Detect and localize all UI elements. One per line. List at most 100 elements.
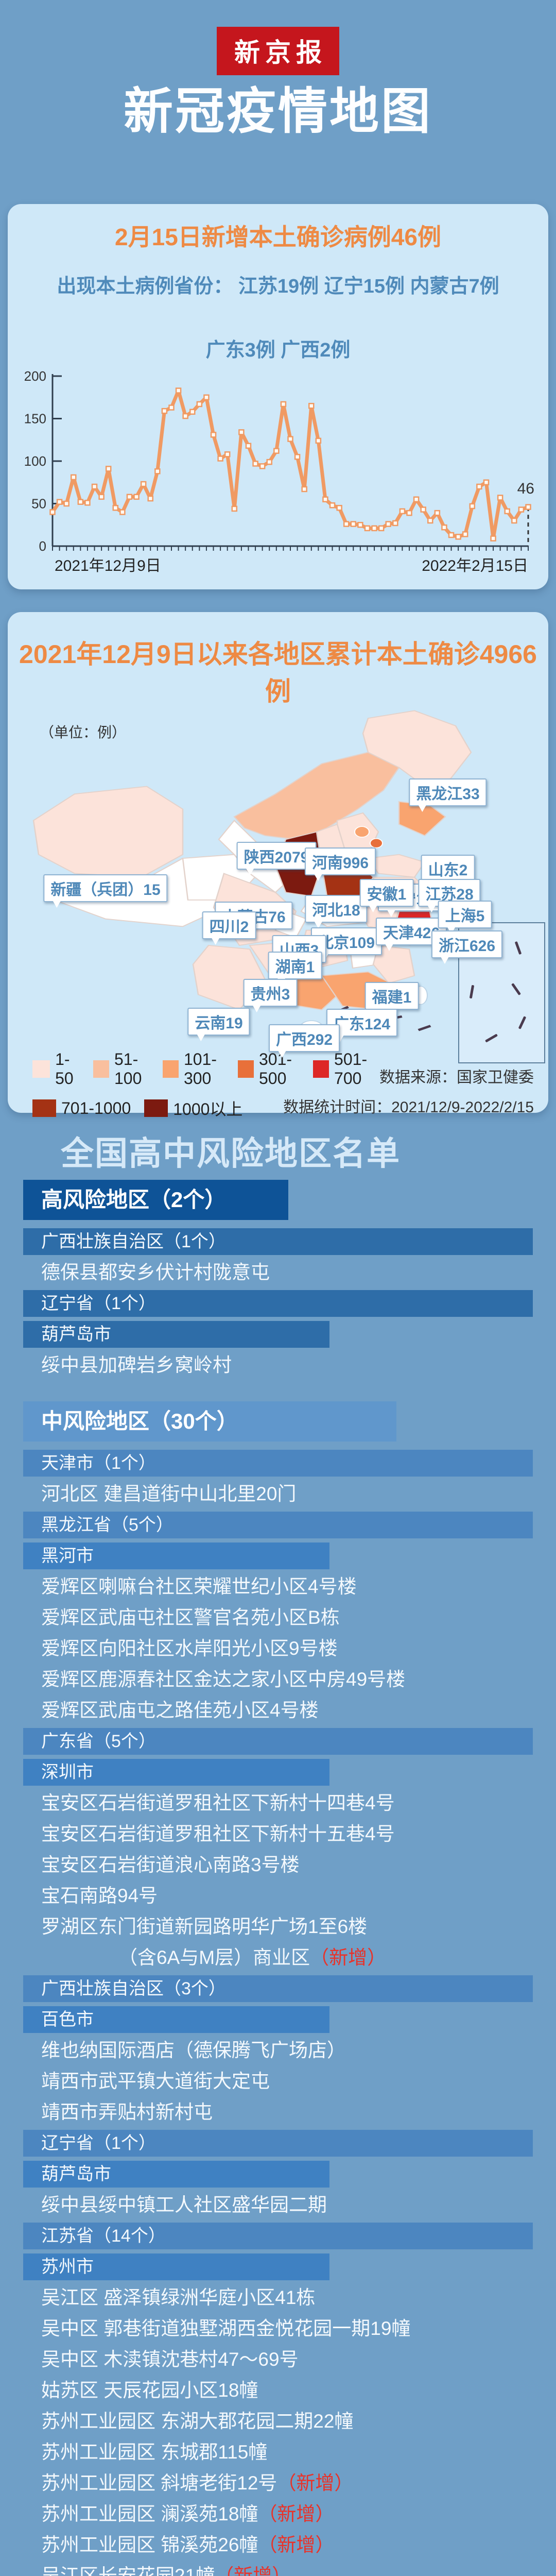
data-point-marker [413,496,420,502]
risk-row-text: 罗湖区东门街道新园路明华广场1至6楼 [41,1916,368,1937]
risk-row-text: 高风险地区（2个） [41,1188,227,1212]
data-point-marker [469,503,476,510]
daily-chart-title: 2月15日新增本土确诊病例46例 [115,224,441,250]
risk-area-item: 宝安区石岩街道浪心南路3号楼 [23,1852,533,1878]
legend-item: 51-100 [93,1050,149,1088]
data-point-marker [203,394,210,400]
data-point-marker [182,413,188,419]
data-point-marker [133,494,140,500]
data-source-line: 数据来源：国家卫健委 [379,1069,534,1086]
data-point-marker [357,522,363,528]
new-flag: （新增） [310,1947,387,1968]
risk-area-item: 靖西市弄贴村新村屯 [23,2099,533,2126]
data-point-marker [77,499,84,505]
province-shape-新疆 [32,786,184,878]
map-callout-广西: 广西292 [268,1024,340,1058]
legend-item: 701-1000 [32,1099,131,1118]
map-callout-河北: 河北18 [305,895,368,928]
data-point-marker [371,525,377,532]
province-bar: 广西壮族自治区（3个） [23,1975,533,2002]
data-point-marker [301,486,307,493]
risk-row-text: 靖西市弄贴村新村屯 [41,2102,213,2123]
data-point-marker [266,459,272,465]
risk-row-text: 葫芦岛市 [41,1325,111,1344]
data-point-marker [84,500,91,506]
risk-area-item: 爱辉区喇嘛台社区荣耀世纪小区4号楼 [23,1573,533,1600]
city-bar: 百色市 [23,2006,329,2033]
risk-row-text: 爱辉区武庙屯之路佳苑小区4号楼 [41,1700,319,1721]
y-tick-label: 200 [24,368,46,384]
risk-row-text: 辽宁省（1个） [41,1294,156,1313]
data-point-marker [280,401,287,408]
data-point-marker [378,525,385,532]
map-sources: 数据来源：国家卫健委 数据统计时间：2021/12/9-2022/2/15 [283,1064,534,1124]
data-point-marker [497,495,503,501]
map-title: 2021年12月9日以来各地区累计本土确诊4966例 [19,640,537,706]
data-point-marker [63,500,70,507]
map-callout-湖南: 湖南1 [268,952,322,985]
legend-label: 101-300 [183,1050,217,1088]
risk-row-text: 河北区 建昌道街中山北里20门 [41,1483,297,1504]
data-point-marker [511,517,517,524]
data-point-marker [329,502,336,509]
data-point-marker [224,451,231,457]
risk-area-item: 苏州工业园区 东湖大郡花园二期22幢 [23,2408,533,2435]
risk-row-text: 宝石南路94号 [41,1885,158,1906]
data-point-marker [294,454,301,460]
risk-area-item: 绥中县绥中镇工人社区盛华园二期 [23,2192,533,2218]
risk-row-text: 宝安区石岩街道浪心南路3号楼 [41,1854,300,1875]
risk-row-text: 黑龙江省（5个） [41,1515,173,1535]
map-callout-安徽: 安徽1 [359,879,414,912]
risk-section-header: 高风险地区（2个） [23,1180,288,1220]
data-point-marker [525,504,531,510]
data-point-marker [350,521,357,527]
new-flag: （新增） [215,2565,291,2576]
map-callout-河南: 河南996 [304,848,376,881]
y-tick-label: 150 [24,411,46,427]
risk-area-item: 苏州工业园区 锦溪苑26幢（新增） [23,2532,533,2558]
city-bar: 黑河市 [23,1543,329,1569]
data-point-marker [406,510,412,516]
data-point-marker [399,508,406,515]
map-callout-云南: 云南19 [187,1008,250,1041]
data-point-marker [154,468,161,474]
province-shape-天津 [370,838,383,849]
risk-area-item: 靖西市武平镇大道街大定屯 [23,2068,533,2095]
risk-area-item: 吴江区 盛泽镇绿洲华庭小区41栋 [23,2284,533,2311]
risk-row-text: 深圳市 [41,1762,94,1782]
data-point-marker [427,517,433,524]
risk-row-text: 中风险地区（30个） [41,1409,238,1433]
data-point-marker [168,404,175,411]
risk-area-item: 罗湖区东门街道新园路明华广场1至6楼 [23,1913,533,1940]
risk-area-item: 宝石南路94号 [23,1883,533,1909]
risk-area-item: 吴中区 郭巷街道独墅湖西金悦花园一期19幢 [23,2315,533,2342]
risk-row-text: 德保县都安乡伏计村陇意屯 [41,1262,270,1283]
new-flag: （新增） [277,2472,354,2494]
risk-row-text: 黑河市 [41,1546,94,1566]
risk-row-text: 宝安区石岩街道罗租社区下新村十五巷4号 [41,1823,395,1844]
legend-swatch [93,1060,109,1078]
y-tick-label: 100 [24,453,46,469]
map-callout-四川: 四川2 [202,911,256,945]
risk-area-item: 爱辉区向阳社区水岸阳光小区9号楼 [23,1635,533,1662]
data-point-marker [455,534,461,540]
province-shape-内蒙古 [233,752,400,840]
data-point-marker [112,505,119,511]
risk-row-text: 江苏省（14个） [41,2226,166,2246]
data-point-marker [504,508,510,515]
new-flag: （新增） [258,2534,335,2555]
risk-row-text: 绥中县绥中镇工人社区盛华园二期 [41,2194,327,2215]
data-point-marker [217,455,223,462]
risk-area-item: 吴中区 木渎镇沈巷村47～69号 [23,2346,533,2373]
province-shape-福建 [372,944,415,984]
data-point-marker [119,509,126,515]
risk-row-text: 绥中县加碑岩乡窝岭村 [41,1354,232,1376]
risk-area-item: 河北区 建昌道街中山北里20门 [23,1481,533,1507]
risk-row-text: 天津市（1个） [41,1453,156,1473]
legend-label: 301-500 [259,1050,292,1088]
map-callout-福建: 福建1 [364,982,419,1015]
data-point-marker [385,521,391,527]
data-point-marker [98,494,105,500]
data-point-marker [175,387,182,394]
province-bar: 江苏省（14个） [23,2223,533,2249]
